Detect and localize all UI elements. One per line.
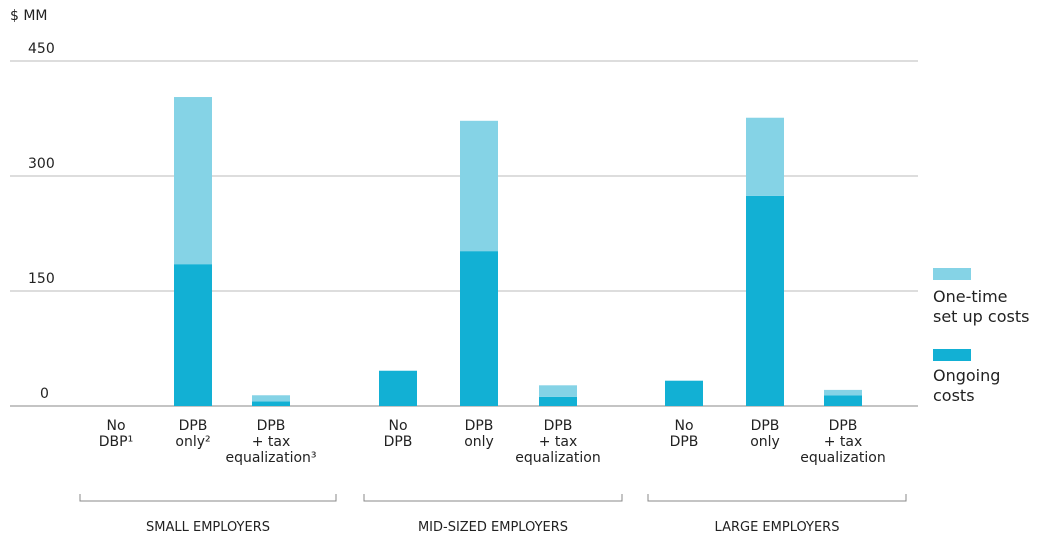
group-label: MID-SIZED EMPLOYERS bbox=[417, 520, 569, 535]
group-bracket bbox=[647, 494, 907, 502]
x-tick-label: No DPB bbox=[669, 418, 699, 450]
x-tick-label: DPB only² bbox=[175, 418, 211, 450]
y-tick-label: 150 bbox=[28, 271, 55, 287]
bar-segment bbox=[539, 396, 577, 406]
y-tick-label: 0 bbox=[40, 386, 49, 402]
group-bracket bbox=[363, 494, 623, 502]
y-tick-label: 450 bbox=[28, 41, 55, 57]
y-axis-label: $ MM bbox=[10, 8, 48, 24]
bar-segment bbox=[665, 380, 703, 406]
group-bracket bbox=[79, 494, 337, 502]
bar-segment bbox=[174, 264, 212, 406]
bar-segment bbox=[252, 395, 290, 402]
x-tick-label: DPB only bbox=[750, 418, 780, 450]
legend-swatch bbox=[933, 268, 971, 280]
bar-segment bbox=[252, 401, 290, 406]
bar-segment bbox=[746, 195, 784, 406]
bar-segment bbox=[746, 117, 784, 196]
legend-swatch bbox=[933, 349, 971, 361]
x-tick-label: No DBP¹ bbox=[98, 418, 134, 450]
legend-label: Ongoing costs bbox=[933, 366, 1001, 405]
x-tick-label: DPB + tax equalization bbox=[515, 418, 601, 466]
x-tick-label: DPB only bbox=[464, 418, 494, 450]
bar-segment bbox=[174, 97, 212, 265]
group-label: SMALL EMPLOYERS bbox=[146, 520, 270, 535]
x-tick-label: DPB + tax equalization bbox=[800, 418, 886, 466]
x-tick-label: No DPB bbox=[383, 418, 413, 450]
bar-segment bbox=[460, 251, 498, 406]
bar-segment bbox=[824, 395, 862, 406]
bar-segment bbox=[379, 370, 417, 406]
group-label: LARGE EMPLOYERS bbox=[714, 520, 840, 535]
x-tick-label: DPB + tax equalization³ bbox=[225, 418, 317, 466]
bar-segment bbox=[460, 120, 498, 252]
bar-segment bbox=[824, 389, 862, 396]
y-tick-label: 300 bbox=[28, 156, 55, 172]
legend-label: One-time set up costs bbox=[933, 287, 1030, 326]
bar-segment bbox=[539, 385, 577, 397]
